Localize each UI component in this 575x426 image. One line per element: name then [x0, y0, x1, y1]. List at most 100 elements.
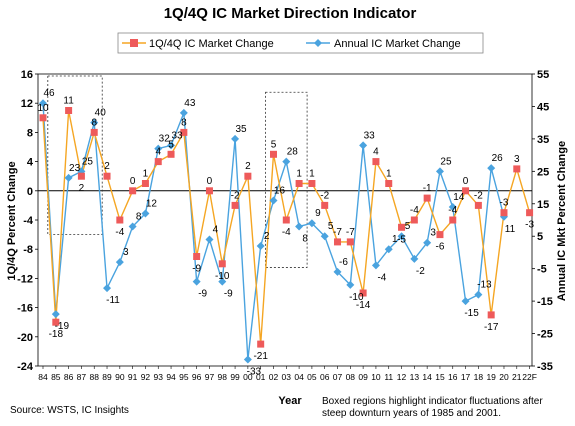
series-annual-data-label: 23 — [69, 163, 81, 174]
x-axis-title: Year — [278, 395, 302, 407]
series-quarterly-point — [154, 158, 162, 166]
series-annual-data-label: 33 — [171, 130, 183, 141]
series-quarterly-data-label: 3 — [514, 154, 520, 165]
series-quarterly-point — [180, 128, 188, 136]
series-annual-data-label: -6 — [339, 257, 348, 268]
series-annual-data-label: 40 — [95, 108, 107, 119]
series-annual-point — [461, 297, 470, 306]
series-quarterly-data-label: 2 — [79, 183, 85, 194]
series-quarterly-point — [103, 172, 111, 180]
series-quarterly-point — [282, 216, 290, 224]
x-tick-label: 13 — [410, 372, 420, 382]
y-right-tick-label: -15 — [537, 296, 553, 308]
series-quarterly-data-label: -9 — [192, 264, 201, 275]
series-annual-point — [243, 355, 252, 364]
series-annual-point — [231, 134, 240, 143]
series-annual-data-label: 1 — [392, 234, 398, 245]
series-annual-data-label: 16 — [274, 186, 286, 197]
series-quarterly-point — [167, 150, 175, 158]
series-annual-data-label: 28 — [287, 147, 299, 158]
x-tick-label: 98 — [218, 372, 228, 382]
series-quarterly-data-label: 1 — [143, 169, 149, 180]
x-tick-label: 07 — [333, 372, 343, 382]
series-quarterly-point — [449, 216, 457, 224]
x-tick-label: 84 — [38, 372, 48, 382]
series-quarterly-data-label: -18 — [49, 329, 64, 340]
series-quarterly-point — [193, 253, 201, 260]
series-annual-data-label: -9 — [198, 289, 207, 300]
series-quarterly-point — [308, 180, 316, 187]
series-quarterly-point — [372, 158, 380, 166]
series-quarterly-point — [346, 238, 354, 246]
y-right-tick-label: -35 — [537, 361, 553, 373]
series-quarterly-point — [487, 311, 495, 319]
series-quarterly-data-label: -2 — [320, 190, 329, 201]
y-left-tick-label: 16 — [21, 69, 33, 81]
series-annual-point — [90, 118, 99, 127]
series-quarterly-data-label: -1 — [423, 183, 432, 194]
series-quarterly-data-label: -4 — [115, 227, 124, 238]
x-tick-label: 96 — [192, 372, 202, 382]
series-annual-point — [435, 167, 444, 176]
series-quarterly-data-label: -4 — [410, 205, 419, 216]
series-annual-point — [487, 164, 496, 173]
series-quarterly-data-label: -14 — [356, 300, 371, 311]
series-quarterly-point — [218, 260, 226, 268]
series-quarterly-data-label: 4 — [373, 147, 379, 158]
series-annual-point — [307, 219, 316, 228]
series-annual-data-label: -13 — [477, 280, 492, 291]
series-quarterly-data-label: -2 — [474, 190, 483, 201]
x-tick-label: 11 — [384, 372, 393, 382]
series-quarterly-data-label: 0 — [463, 176, 469, 187]
series-quarterly-data-label: 5 — [271, 139, 277, 150]
y-right-tick-label: 15 — [537, 199, 549, 211]
series-annual-data-label: 25 — [82, 156, 94, 167]
y-left-tick-label: -4 — [23, 215, 34, 227]
series-quarterly-data-label: -7 — [346, 227, 355, 238]
x-tick-label: 89 — [102, 372, 112, 382]
series-quarterly-data-label: -5 — [397, 234, 406, 245]
series-quarterly-point — [410, 216, 418, 224]
series-annual-point — [179, 108, 188, 117]
footnote-line-2: steep downturn years of 1985 and 2001. — [322, 408, 501, 419]
y-right-tick-label: 45 — [537, 101, 549, 113]
legend-label-annual: Annual IC Market Change — [334, 38, 461, 50]
series-annual-data-label: -19 — [55, 321, 70, 332]
series-quarterly-point — [129, 187, 137, 195]
series-quarterly-point — [295, 180, 303, 187]
series-quarterly-point — [423, 194, 431, 202]
x-tick-label: 21 — [512, 372, 522, 382]
series-quarterly-data-label: 2 — [245, 161, 251, 172]
series-annual-point — [448, 203, 457, 212]
x-tick-label: 12 — [397, 372, 407, 382]
series-quarterly-data-label: 4 — [155, 147, 161, 158]
footnote-line-1: Boxed regions highlight indicator fluctu… — [322, 396, 543, 407]
series-annual-point — [359, 141, 368, 150]
series-quarterly-data-label: 11 — [63, 96, 74, 107]
x-tick-label: 05 — [307, 372, 317, 382]
x-tick-label: 17 — [461, 372, 471, 382]
chart-title: 1Q/4Q IC Market Direction Indicator — [164, 5, 417, 22]
y-right-tick-label: -5 — [537, 264, 547, 276]
series-quarterly-data-label: -6 — [436, 242, 445, 253]
legend-marker-annual — [314, 39, 322, 47]
series-quarterly-data-label: -4 — [282, 227, 291, 238]
x-tick-label: 90 — [115, 372, 125, 382]
x-tick-label: 03 — [282, 372, 292, 382]
series-quarterly-point — [398, 223, 406, 231]
series-quarterly-data-label: 5 — [168, 139, 174, 150]
series-annual-point — [384, 245, 393, 254]
y-right-tick-label: -25 — [537, 329, 553, 341]
series-annual-point — [397, 232, 406, 241]
series-quarterly-data-label: 8 — [91, 117, 97, 128]
series-annual-point — [320, 232, 329, 241]
series-annual-point — [167, 141, 176, 150]
series-quarterly-data-label: 0 — [130, 176, 136, 187]
x-tick-label: 93 — [154, 372, 164, 382]
y-right-tick-label: 35 — [537, 134, 549, 146]
series-quarterly-point — [526, 209, 534, 217]
series-annual-data-label: 46 — [43, 88, 55, 99]
series-annual-data-label: 8 — [136, 211, 142, 222]
series-annual-point — [256, 241, 265, 250]
